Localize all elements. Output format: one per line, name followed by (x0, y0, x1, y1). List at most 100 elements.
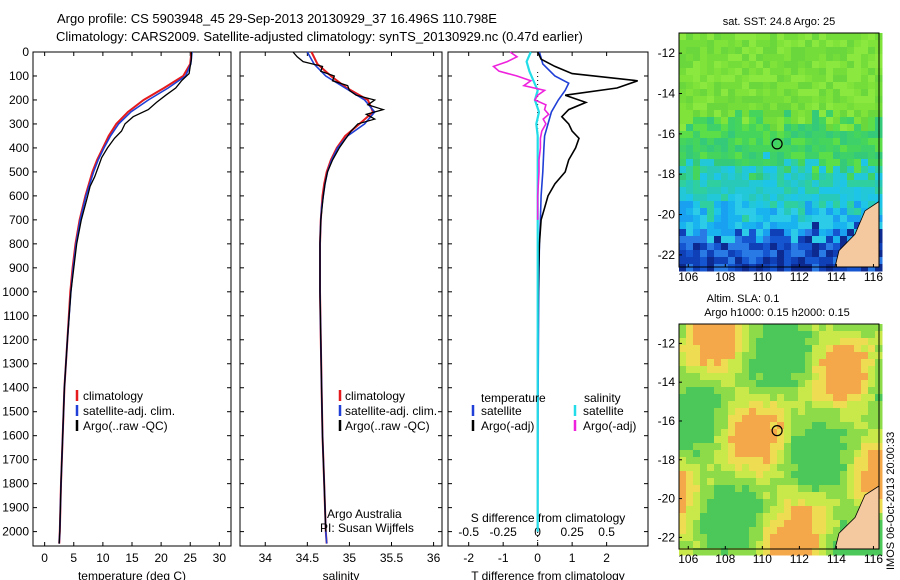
map-cell (686, 450, 694, 458)
map-cell (721, 152, 729, 160)
map-cell (693, 415, 701, 423)
map-cell (833, 208, 841, 216)
map-cell (812, 338, 820, 346)
map-cell (812, 264, 820, 272)
map-cell (861, 373, 869, 381)
map-cell (707, 47, 715, 55)
map-cell (770, 40, 778, 48)
map-cell (840, 96, 848, 104)
map-cell (686, 387, 694, 395)
map-cell (686, 513, 694, 521)
map-cell (777, 492, 785, 500)
map-cell (707, 131, 715, 139)
map-cell (847, 373, 855, 381)
y-tick-label: -22 (658, 248, 676, 262)
map-cell (784, 159, 792, 167)
map-cell (728, 541, 736, 549)
map-cell (812, 194, 820, 202)
map-cell (854, 415, 862, 423)
map-cell (693, 159, 701, 167)
map-cell (826, 478, 834, 486)
map-cell (749, 61, 757, 69)
map-cell (693, 61, 701, 69)
map-cell (833, 61, 841, 69)
map-cell (847, 506, 855, 514)
map-cell (686, 250, 694, 258)
map-cell (805, 415, 813, 423)
map-cell (728, 40, 736, 48)
map-cell (749, 387, 757, 395)
map-cell (819, 527, 827, 535)
map-cell (735, 415, 743, 423)
map-cell (784, 429, 792, 437)
map-cell (756, 471, 764, 479)
map-cell (686, 457, 694, 465)
map-cell (854, 124, 862, 132)
map-cell (707, 534, 715, 542)
map-cell (728, 131, 736, 139)
map-cell (826, 464, 834, 472)
map-cell (798, 75, 806, 83)
map-cell (756, 499, 764, 507)
map-cell (693, 450, 701, 458)
map-cell (756, 208, 764, 216)
map-cell (847, 408, 855, 416)
map-cell (826, 138, 834, 146)
map-cell (805, 506, 813, 514)
map-cell (756, 201, 764, 209)
map-cell (791, 215, 799, 223)
y-tick-label: 1700 (2, 453, 29, 467)
map-cell (700, 166, 708, 174)
map-cell (686, 436, 694, 444)
map-cell (784, 338, 792, 346)
map-cell (693, 103, 701, 111)
map-cell (693, 331, 701, 339)
map-cell (861, 145, 869, 153)
map-cell (833, 187, 841, 195)
map-cell (700, 394, 708, 402)
map-cell (784, 236, 792, 244)
map-cell (700, 152, 708, 160)
map-cell (700, 187, 708, 195)
map-cell (763, 61, 771, 69)
map-cell (798, 194, 806, 202)
map-cell (721, 324, 729, 332)
map-cell (847, 443, 855, 451)
map-cell (868, 422, 876, 430)
map-cell (742, 47, 750, 55)
map-cell (861, 75, 869, 83)
map-cell (847, 187, 855, 195)
map-cell (868, 96, 876, 104)
map-cell (707, 33, 715, 41)
map-cell (847, 499, 855, 507)
map-cell (819, 436, 827, 444)
map-cell (693, 47, 701, 55)
map-cell (798, 450, 806, 458)
map-cell (826, 54, 834, 62)
map-cell (812, 159, 820, 167)
map-cell (791, 387, 799, 395)
map-cell (721, 450, 729, 458)
map-cell (749, 331, 757, 339)
map-cell (721, 82, 729, 90)
map-cell (693, 471, 701, 479)
map-cell (805, 534, 813, 542)
map-cell (679, 506, 687, 514)
map-cell (819, 229, 827, 237)
map-cell (798, 159, 806, 167)
map-cell (819, 243, 827, 251)
y-tick-label: 2000 (2, 525, 29, 539)
map-cell (847, 131, 855, 139)
map-cell (861, 464, 869, 472)
x-tick-label: 35.5 (380, 551, 404, 565)
map-cell (812, 415, 820, 423)
map-cell (686, 61, 694, 69)
map-cell (728, 222, 736, 230)
map-cell (693, 499, 701, 507)
map-cell (777, 201, 785, 209)
map-cell (749, 152, 757, 160)
map-cell (840, 338, 848, 346)
map-cell (735, 324, 743, 332)
map-cell (868, 61, 876, 69)
map-cell (840, 89, 848, 97)
